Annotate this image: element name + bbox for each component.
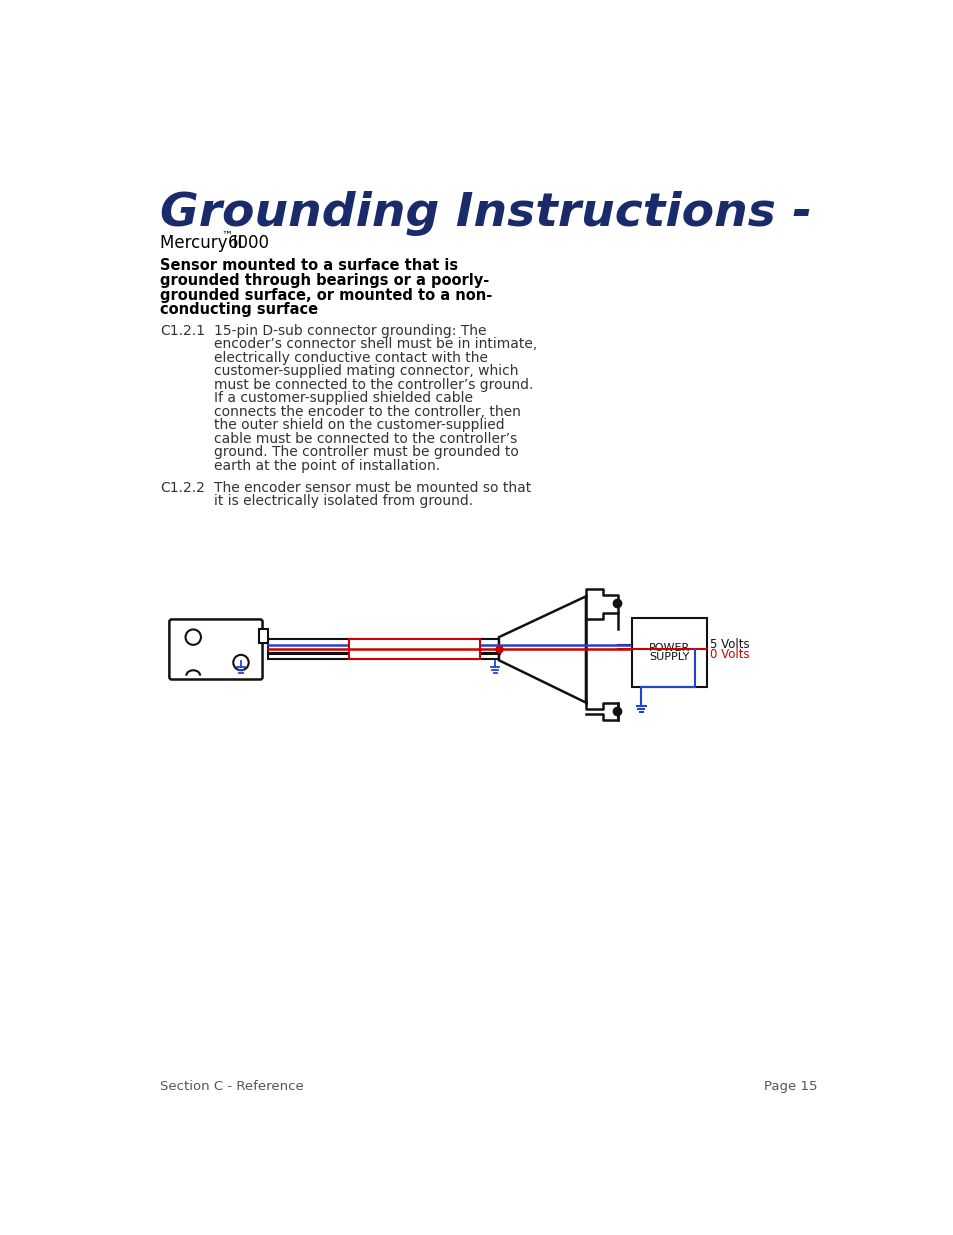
Text: the outer shield on the customer-supplied: the outer shield on the customer-supplie…: [213, 419, 504, 432]
Text: earth at the point of installation.: earth at the point of installation.: [213, 458, 439, 473]
FancyBboxPatch shape: [632, 618, 706, 687]
Text: Grounding Instructions -: Grounding Instructions -: [160, 190, 811, 236]
Text: C1.2.1: C1.2.1: [160, 324, 205, 337]
Text: connects the encoder to the controller, then: connects the encoder to the controller, …: [213, 405, 520, 419]
Text: 6000: 6000: [228, 235, 270, 252]
Text: C1.2.2: C1.2.2: [160, 480, 205, 495]
Text: SUPPLY: SUPPLY: [649, 652, 689, 662]
Circle shape: [185, 630, 201, 645]
FancyBboxPatch shape: [268, 638, 498, 658]
Text: 0 Volts: 0 Volts: [709, 648, 749, 662]
Text: conducting surface: conducting surface: [160, 303, 318, 317]
Text: it is electrically isolated from ground.: it is electrically isolated from ground.: [213, 494, 473, 509]
Text: The encoder sensor must be mounted so that: The encoder sensor must be mounted so th…: [213, 480, 531, 495]
Text: Section C - Reference: Section C - Reference: [160, 1079, 304, 1093]
FancyBboxPatch shape: [349, 638, 479, 658]
Text: 5 Volts: 5 Volts: [709, 638, 749, 651]
Text: customer-supplied mating connector, which: customer-supplied mating connector, whic…: [213, 364, 518, 378]
Text: If a customer-supplied shielded cable: If a customer-supplied shielded cable: [213, 391, 473, 405]
Text: electrically conductive contact with the: electrically conductive contact with the: [213, 351, 488, 364]
Text: POWER: POWER: [648, 643, 689, 653]
Text: Page 15: Page 15: [763, 1079, 817, 1093]
FancyBboxPatch shape: [258, 630, 268, 643]
Text: 15-pin D-sub connector grounding: The: 15-pin D-sub connector grounding: The: [213, 324, 486, 337]
FancyBboxPatch shape: [170, 620, 262, 679]
Text: grounded surface, or mounted to a non-: grounded surface, or mounted to a non-: [160, 288, 492, 303]
Text: must be connected to the controller’s ground.: must be connected to the controller’s gr…: [213, 378, 533, 391]
Text: Sensor mounted to a surface that is: Sensor mounted to a surface that is: [160, 258, 457, 273]
Circle shape: [233, 655, 249, 671]
Text: cable must be connected to the controller’s: cable must be connected to the controlle…: [213, 431, 517, 446]
Text: ™: ™: [221, 231, 233, 241]
Polygon shape: [498, 597, 585, 703]
Text: ground. The controller must be grounded to: ground. The controller must be grounded …: [213, 445, 518, 459]
Text: grounded through bearings or a poorly-: grounded through bearings or a poorly-: [160, 273, 489, 288]
Text: encoder’s connector shell must be in intimate,: encoder’s connector shell must be in int…: [213, 337, 537, 351]
Text: Mercury II: Mercury II: [160, 235, 242, 252]
